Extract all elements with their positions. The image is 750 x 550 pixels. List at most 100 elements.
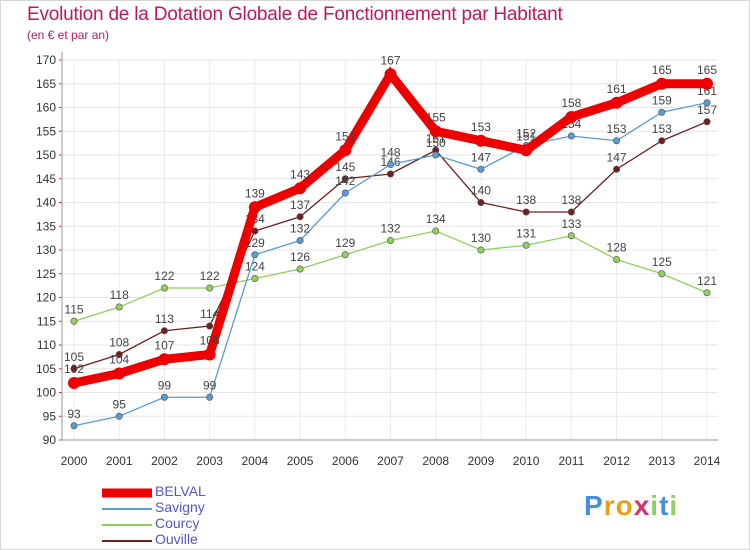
data-label-belval: 108 xyxy=(200,334,220,348)
y-tick-label: 165 xyxy=(36,77,56,91)
data-label-courcy: 128 xyxy=(607,241,627,255)
x-tick-label: 2007 xyxy=(377,454,404,468)
data-point-ouville xyxy=(160,327,168,335)
data-label-courcy: 115 xyxy=(64,302,83,316)
data-label-courcy: 121 xyxy=(697,274,717,288)
data-point-courcy xyxy=(206,284,214,292)
data-label-ouville: 153 xyxy=(652,122,672,136)
data-label-courcy: 122 xyxy=(200,269,220,283)
data-point-courcy xyxy=(70,317,78,325)
data-point-belval xyxy=(113,367,126,380)
data-label-savigny: 152 xyxy=(516,127,536,141)
data-point-ouville xyxy=(703,118,711,126)
data-label-belval: 165 xyxy=(652,63,672,77)
y-tick-label: 120 xyxy=(36,291,56,305)
data-point-savigny xyxy=(341,189,349,197)
y-tick-label: 125 xyxy=(36,267,56,281)
x-tick-label: 2006 xyxy=(332,454,359,468)
data-label-belval: 151 xyxy=(516,129,536,143)
data-point-ouville xyxy=(296,213,304,221)
x-tick-label: 2005 xyxy=(287,454,314,468)
data-label-courcy: 125 xyxy=(652,255,672,269)
data-label-savigny: 150 xyxy=(426,136,446,150)
x-tick-label: 2004 xyxy=(242,454,269,468)
data-label-courcy: 133 xyxy=(561,217,581,231)
data-point-ouville xyxy=(658,137,666,145)
data-label-belval: 158 xyxy=(561,96,581,110)
data-label-savigny: 99 xyxy=(203,378,217,392)
data-point-ouville xyxy=(341,175,349,183)
data-point-savigny xyxy=(613,137,621,145)
y-tick-label: 155 xyxy=(36,124,56,138)
data-point-belval xyxy=(520,144,533,157)
data-label-courcy: 122 xyxy=(154,269,174,283)
data-point-savigny xyxy=(432,151,440,159)
data-label-courcy: 130 xyxy=(471,231,491,245)
data-label-savigny: 95 xyxy=(113,397,127,411)
chart-subtitle: (en € et par an) xyxy=(27,28,110,42)
data-point-ouville xyxy=(115,350,123,358)
data-point-savigny xyxy=(160,393,168,401)
x-tick-label: 2001 xyxy=(106,454,133,468)
legend-label-belval: BELVAL xyxy=(155,483,206,499)
data-point-belval xyxy=(339,144,352,157)
data-label-ouville: 114 xyxy=(200,307,219,321)
data-label-ouville: 138 xyxy=(561,193,581,207)
data-label-ouville: 108 xyxy=(109,336,129,350)
y-tick-label: 145 xyxy=(36,172,56,186)
y-tick-label: 130 xyxy=(36,243,56,257)
data-label-savigny: 132 xyxy=(290,222,310,236)
data-label-ouville: 147 xyxy=(607,150,627,164)
data-label-savigny: 153 xyxy=(607,122,627,136)
data-point-ouville xyxy=(613,165,621,173)
y-tick-label: 160 xyxy=(36,101,56,115)
data-label-savigny: 129 xyxy=(245,236,265,250)
data-point-ouville xyxy=(386,170,394,178)
data-point-savigny xyxy=(703,99,711,107)
y-tick-label: 110 xyxy=(37,338,56,352)
x-tick-label: 2002 xyxy=(151,454,178,468)
data-point-savigny xyxy=(70,422,78,430)
data-label-savigny: 147 xyxy=(471,150,491,164)
y-tick-label: 105 xyxy=(36,362,56,376)
data-point-savigny xyxy=(115,412,123,420)
data-label-ouville: 145 xyxy=(335,160,355,174)
data-label-courcy: 129 xyxy=(335,236,355,250)
y-tick-label: 115 xyxy=(37,314,56,328)
data-point-savigny xyxy=(477,165,485,173)
data-point-courcy xyxy=(432,227,440,235)
x-tick-label: 2014 xyxy=(694,454,721,468)
y-tick-label: 140 xyxy=(36,196,56,210)
data-point-ouville xyxy=(70,365,78,373)
data-point-belval xyxy=(655,77,668,90)
data-point-ouville xyxy=(477,199,485,207)
data-point-courcy xyxy=(522,241,530,249)
data-point-courcy xyxy=(341,251,349,259)
data-label-courcy: 134 xyxy=(426,212,446,226)
data-point-belval xyxy=(158,353,171,366)
data-point-ouville xyxy=(567,208,575,216)
data-point-courcy xyxy=(703,289,711,297)
data-point-courcy xyxy=(658,270,666,278)
data-point-courcy xyxy=(477,246,485,254)
y-tick-label: 95 xyxy=(43,409,57,423)
x-tick-label: 2013 xyxy=(648,454,675,468)
data-point-belval xyxy=(294,182,307,195)
data-point-courcy xyxy=(567,232,575,240)
data-point-savigny xyxy=(251,251,259,259)
data-label-belval: 165 xyxy=(697,63,717,77)
data-label-belval: 107 xyxy=(154,338,174,352)
data-label-belval: 167 xyxy=(380,53,400,67)
data-point-belval xyxy=(429,125,442,138)
y-tick-label: 150 xyxy=(36,148,56,162)
data-point-belval xyxy=(384,68,397,81)
data-point-belval xyxy=(610,96,623,109)
data-point-courcy xyxy=(613,255,621,263)
y-tick-label: 170 xyxy=(36,53,56,67)
data-point-savigny xyxy=(386,161,394,169)
data-label-savigny: 99 xyxy=(158,378,172,392)
data-label-ouville: 140 xyxy=(471,184,491,198)
y-tick-label: 135 xyxy=(36,219,56,233)
x-tick-label: 2011 xyxy=(558,454,584,468)
data-point-belval xyxy=(565,111,578,123)
